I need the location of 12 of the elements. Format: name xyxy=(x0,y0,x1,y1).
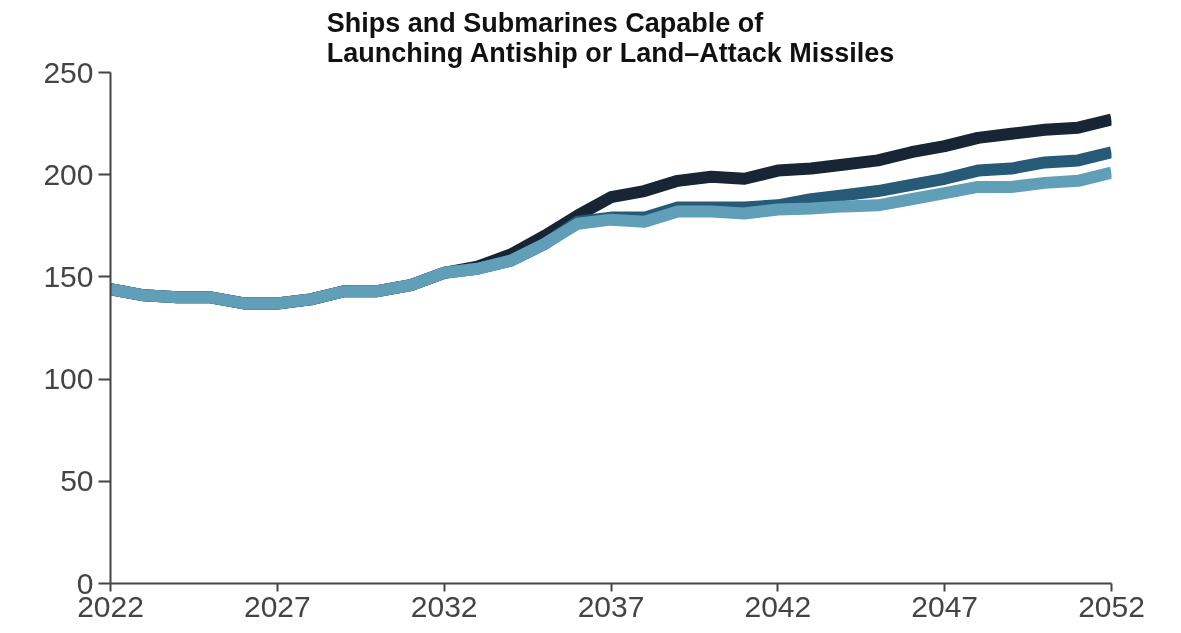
x-tick-label: 2052 xyxy=(1078,589,1145,623)
chart-title: Ships and Submarines Capable of Launching Antiship or Land–Attack Missiles xyxy=(326,7,895,68)
y-tick-label: 100 xyxy=(43,362,94,396)
x-tick-label: 2032 xyxy=(410,589,478,623)
x-tick-label: 2042 xyxy=(744,589,812,623)
x-tick-label: 2037 xyxy=(577,589,645,623)
x-tick-label: 2027 xyxy=(243,589,311,623)
x-tick-label: 2047 xyxy=(911,589,979,623)
y-tick-label: 200 xyxy=(43,157,94,191)
y-tick-label: 150 xyxy=(43,259,94,293)
y-tick-label: 50 xyxy=(60,464,94,498)
y-tick-label: 250 xyxy=(43,55,94,89)
